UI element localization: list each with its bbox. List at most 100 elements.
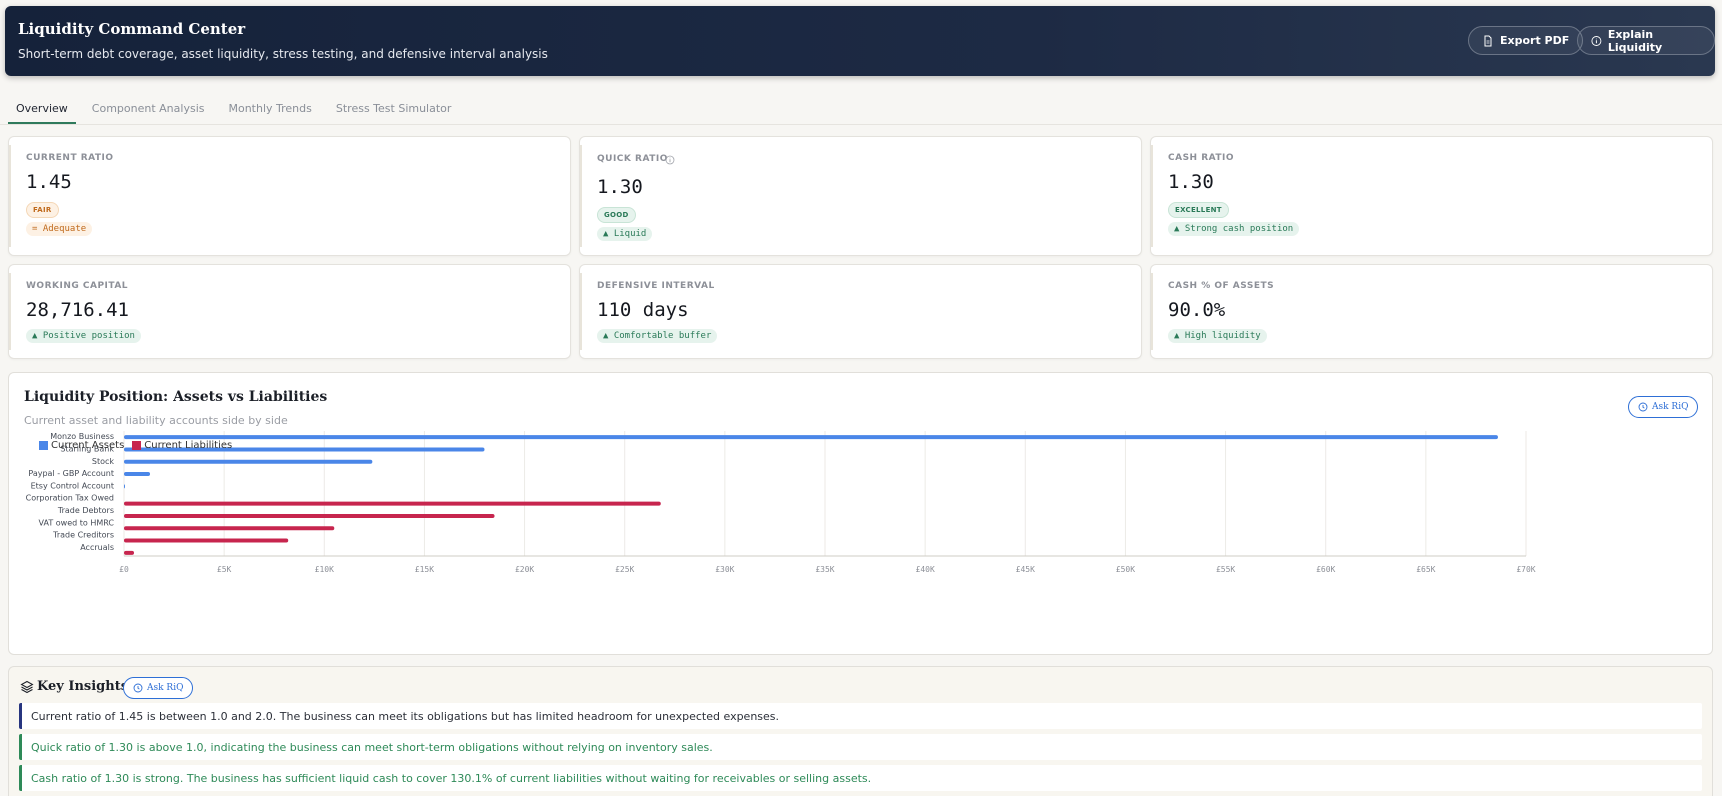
chart-title: Liquidity Position: Assets vs Liabilitie… <box>24 389 328 405</box>
y-category-label: Accruals <box>80 543 114 552</box>
y-category-label: Starling Bank <box>60 444 114 453</box>
y-category-label: Trade Creditors <box>52 531 114 540</box>
page-title: Liquidity Command Center <box>18 20 246 38</box>
trend-badge: ▲ High liquidity <box>1168 329 1267 343</box>
tab-overview[interactable]: Overview <box>8 95 76 124</box>
layers-icon <box>20 680 34 694</box>
x-tick-label: £60K <box>1316 565 1335 574</box>
legend-swatch <box>39 441 48 450</box>
kpi-value: 1.30 <box>597 176 643 198</box>
kpi-card-cash-pct-assets: CASH % OF ASSETS 90.0% ▲ High liquidity <box>1150 264 1713 359</box>
x-tick-label: £30K <box>715 565 734 574</box>
legend-label: Current Assets <box>51 440 125 451</box>
tab-component-analysis[interactable]: Component Analysis <box>91 102 205 115</box>
bar-current-liabilities[interactable] <box>124 550 135 555</box>
kpi-value: 90.0% <box>1168 299 1226 321</box>
legend-swatch <box>132 441 142 450</box>
kpi-value: 1.30 <box>1168 171 1214 193</box>
kpi-label: CASH % OF ASSETS <box>1168 281 1275 291</box>
x-tick-label: £35K <box>815 565 834 574</box>
tab-stress-test-simulator[interactable]: Stress Test Simulator <box>335 102 452 115</box>
x-tick-label: £5K <box>217 565 232 574</box>
bar-current-liabilities[interactable] <box>124 526 335 531</box>
export-pdf-button[interactable]: Export PDF <box>1468 26 1584 55</box>
kpi-card-defensive-interval: DEFENSIVE INTERVAL 110 days ▲ Comfortabl… <box>579 264 1142 359</box>
sparkle-circle-icon <box>133 683 143 693</box>
x-tick-label: £15K <box>415 565 434 574</box>
status-badge: FAIR <box>26 202 59 218</box>
trend-badge: ▲ Strong cash position <box>1168 222 1300 236</box>
x-tick-label: £40K <box>916 565 935 574</box>
x-tick-label: £10K <box>315 565 334 574</box>
bar-current-liabilities[interactable] <box>124 513 495 518</box>
document-icon <box>1484 35 1492 46</box>
bar-current-assets[interactable] <box>124 435 1498 440</box>
y-category-label: Stock <box>92 457 115 466</box>
x-tick-label: £20K <box>515 565 534 574</box>
y-category-label: Paypal - GBP Account <box>28 469 114 478</box>
kpi-value: 1.45 <box>26 171 72 193</box>
bar-current-assets[interactable] <box>124 459 373 464</box>
y-category-label: Trade Debtors <box>57 506 114 515</box>
trend-badge: ▲ Liquid <box>597 227 653 241</box>
key-insights-card: Key Insights Ask RiQ Current ratio of 1.… <box>8 666 1713 796</box>
bar-current-assets[interactable] <box>124 484 125 489</box>
bar-current-liabilities[interactable] <box>124 501 661 506</box>
sparkle-circle-icon <box>1638 402 1648 412</box>
kpi-label: DEFENSIVE INTERVAL <box>597 281 715 291</box>
chart-subtitle: Current asset and liability accounts sid… <box>24 414 288 427</box>
info-circle-icon <box>1591 35 1602 46</box>
x-tick-label: £0 <box>119 565 129 574</box>
insight-item: Cash ratio of 1.30 is strong. The busine… <box>19 765 1702 791</box>
bar-current-assets[interactable] <box>124 472 151 477</box>
tab-monthly-trends[interactable]: Monthly Trends <box>228 102 312 115</box>
bar-current-assets[interactable] <box>124 447 485 452</box>
legend-item-current-liabilities[interactable]: Current Liabilities <box>132 440 232 451</box>
kpi-card-working-capital: WORKING CAPITAL 28,716.41 ▲ Positive pos… <box>8 264 571 359</box>
export-pdf-label: Export PDF <box>1500 34 1570 47</box>
ask-riq-label: Ask RiQ <box>147 683 184 693</box>
info-icon[interactable] <box>665 155 675 165</box>
insights-title: Key Insights <box>37 679 129 694</box>
bar-current-liabilities[interactable] <box>124 538 289 543</box>
ask-riq-button[interactable]: Ask RiQ <box>123 677 194 699</box>
trend-badge: = Adequate <box>26 222 93 236</box>
kpi-card-quick-ratio: QUICK RATIO 1.30 GOOD ▲ Liquid <box>579 136 1142 256</box>
insight-item: Current ratio of 1.45 is between 1.0 and… <box>19 703 1702 729</box>
explain-liquidity-label: Explain Liquidity <box>1607 27 1663 54</box>
x-tick-label: £55K <box>1216 565 1235 574</box>
kpi-label: QUICK RATIO <box>597 154 668 164</box>
x-tick-label: £50K <box>1116 565 1135 574</box>
x-tick-label: £45K <box>1016 565 1035 574</box>
tab-bar: Overview Component Analysis Monthly Tren… <box>8 95 467 124</box>
status-badge: EXCELLENT <box>1168 202 1229 218</box>
explain-liquidity-button[interactable]: Explain Liquidity <box>1577 26 1715 55</box>
tabs-divider <box>0 124 1722 125</box>
insight-item: Quick ratio of 1.30 is above 1.0, indica… <box>19 734 1702 760</box>
page-header: Liquidity Command Center Short-term debt… <box>5 6 1715 76</box>
kpi-label: CASH RATIO <box>1168 153 1235 163</box>
status-badge: GOOD <box>597 207 636 223</box>
kpi-card-current-ratio: CURRENT RATIO 1.45 FAIR = Adequate <box>8 136 571 256</box>
ask-riq-button[interactable]: Ask RiQ <box>1628 396 1699 418</box>
y-category-label: VAT owed to HMRC <box>39 518 115 527</box>
kpi-value: 110 days <box>597 299 689 321</box>
kpi-card-cash-ratio: CASH RATIO 1.30 EXCELLENT ▲ Strong cash … <box>1150 136 1713 256</box>
x-tick-label: £25K <box>615 565 634 574</box>
chart-legend: Current Assets Current Liabilities <box>39 440 232 451</box>
liquidity-bar-chart: £0 £5K £10K £15K £20K £25K £30K £35K £40K £45K £50… <box>26 431 1536 574</box>
kpi-value: 28,716.41 <box>26 299 129 321</box>
ask-riq-label: Ask RiQ <box>1652 402 1689 412</box>
trend-badge: ▲ Positive position <box>26 329 141 343</box>
y-category-label: Corporation Tax Owed <box>26 494 114 503</box>
trend-badge: ▲ Comfortable buffer <box>597 329 718 343</box>
y-category-label: Etsy Control Account <box>31 481 114 490</box>
legend-label: Current Liabilities <box>144 440 233 451</box>
kpi-label: WORKING CAPITAL <box>26 281 129 291</box>
kpi-label: CURRENT RATIO <box>26 153 114 163</box>
liquidity-chart-card: £0 £5K £10K £15K £20K £25K £30K £35K £40K £45K £50… <box>8 372 1713 655</box>
x-tick-label: £70K <box>1516 565 1535 574</box>
legend-item-current-assets[interactable]: Current Assets <box>39 440 124 451</box>
x-tick-label: £65K <box>1416 565 1435 574</box>
y-category-label: Monzo Business <box>50 432 114 441</box>
